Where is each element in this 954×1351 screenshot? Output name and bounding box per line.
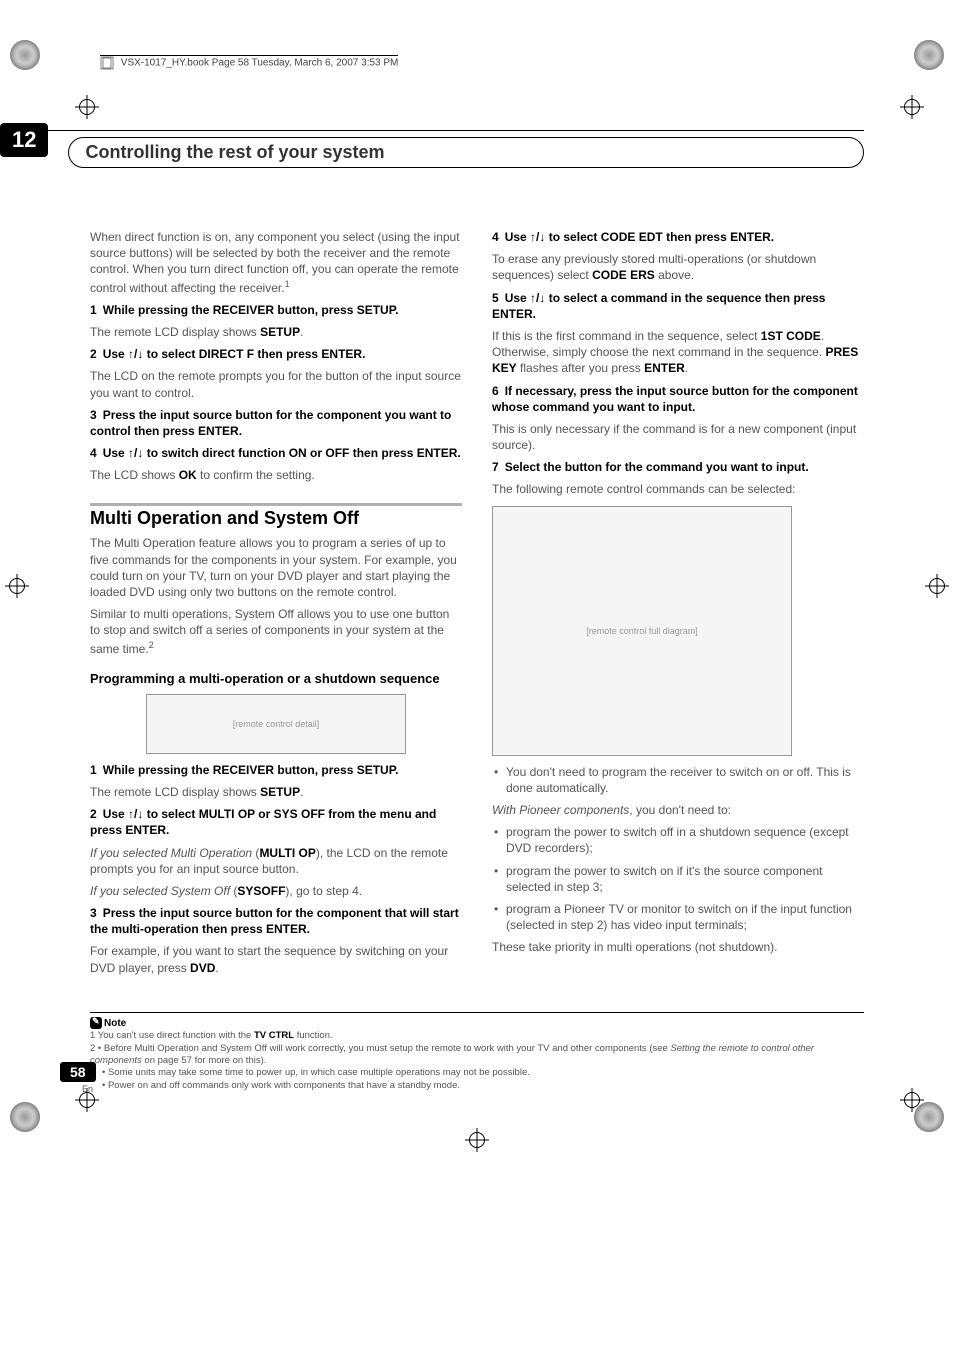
prog-step-2-body-a: If you selected Multi Operation (MULTI O… xyxy=(90,845,462,877)
section-intro-2: Similar to multi operations, System Off … xyxy=(90,606,462,657)
step-4: 4Use ↑/↓ to switch direct function ON or… xyxy=(90,445,462,461)
list-item: program the power to switch on if it's t… xyxy=(506,863,864,895)
remote-detail-figure: [remote control detail] xyxy=(146,694,406,754)
bullet-list-auto: You don't need to program the receiver t… xyxy=(492,764,864,796)
prog-step-2-body-b: If you selected System Off (SYSOFF), go … xyxy=(90,883,462,899)
step-1-body: The remote LCD display shows SETUP. xyxy=(90,324,462,340)
prog-step-1: 1While pressing the RECEIVER button, pre… xyxy=(90,762,462,778)
r-step-6: 6If necessary, press the input source bu… xyxy=(492,383,864,415)
footnote-section: Note 1 You can't use direct function wit… xyxy=(90,1012,864,1092)
section-intro: The Multi Operation feature allows you t… xyxy=(90,535,462,600)
prog-step-3-body: For example, if you want to start the se… xyxy=(90,943,462,975)
prog-step-1-body: The remote LCD display shows SETUP. xyxy=(90,784,462,800)
up-down-arrow-icon: ↑/↓ xyxy=(530,291,545,305)
step-1: 1While pressing the RECEIVER button, pre… xyxy=(90,302,462,318)
r-step-5: 5Use ↑/↓ to select a command in the sequ… xyxy=(492,290,864,322)
prog-step-2: 2Use ↑/↓ to select MULTI OP or SYS OFF f… xyxy=(90,806,462,838)
step-2-body: The LCD on the remote prompts you for th… xyxy=(90,368,462,400)
r-step-4: 4Use ↑/↓ to select CODE EDT then press E… xyxy=(492,229,864,245)
bullet-list-pioneer: program the power to switch off in a shu… xyxy=(492,824,864,933)
chapter-title: Controlling the rest of your system xyxy=(68,137,864,168)
footnote-3: • Some units may take some time to power… xyxy=(90,1067,864,1079)
with-pioneer-intro: With Pioneer components, you don't need … xyxy=(492,802,864,818)
prog-step-3: 3Press the input source button for the c… xyxy=(90,905,462,937)
remote-full-figure: [remote control full diagram] xyxy=(492,506,792,756)
subsection-title: Programming a multi-operation or a shutd… xyxy=(90,671,462,686)
footnote-ref-1: 1 xyxy=(285,279,290,289)
priority-note: These take priority in multi operations … xyxy=(492,939,864,955)
r-step-4-body: To erase any previously stored multi-ope… xyxy=(492,251,864,283)
chapter-header: 12 Controlling the rest of your system xyxy=(30,130,864,169)
r-step-7-body: The following remote control commands ca… xyxy=(492,481,864,497)
note-icon xyxy=(90,1017,102,1029)
up-down-arrow-icon: ↑/↓ xyxy=(530,230,545,244)
step-3: 3Press the input source button for the c… xyxy=(90,407,462,439)
r-step-7: 7Select the button for the command you w… xyxy=(492,459,864,475)
note-label: Note xyxy=(90,1017,126,1030)
step-2: 2Use ↑/↓ to select DIRECT F then press E… xyxy=(90,346,462,362)
step-4-body: The LCD shows OK to confirm the setting. xyxy=(90,467,462,483)
list-item: program a Pioneer TV or monitor to switc… xyxy=(506,901,864,933)
section-title: Multi Operation and System Off xyxy=(90,503,462,529)
footnote-ref-2: 2 xyxy=(149,640,154,650)
r-step-6-body: This is only necessary if the command is… xyxy=(492,421,864,453)
page-language: En xyxy=(82,1084,93,1094)
intro-paragraph: When direct function is on, any componen… xyxy=(90,229,462,296)
footnote-1: 1 You can't use direct function with the… xyxy=(90,1030,864,1042)
footnote-4: • Power on and off commands only work wi… xyxy=(90,1080,864,1092)
page-number: 58 xyxy=(60,1062,96,1082)
list-item: program the power to switch off in a shu… xyxy=(506,824,864,856)
page-content: 12 Controlling the rest of your system W… xyxy=(0,0,954,1172)
list-item: You don't need to program the receiver t… xyxy=(506,764,864,796)
up-down-arrow-icon: ↑/↓ xyxy=(128,446,143,460)
right-column: 4Use ↑/↓ to select CODE EDT then press E… xyxy=(492,229,864,982)
footnote-2: 2 • Before Multi Operation and System Of… xyxy=(90,1043,864,1068)
r-step-5-body: If this is the first command in the sequ… xyxy=(492,328,864,377)
left-column: When direct function is on, any componen… xyxy=(90,229,462,982)
up-down-arrow-icon: ↑/↓ xyxy=(128,807,143,821)
up-down-arrow-icon: ↑/↓ xyxy=(128,347,143,361)
two-column-layout: When direct function is on, any componen… xyxy=(90,229,864,982)
chapter-number: 12 xyxy=(0,123,48,157)
